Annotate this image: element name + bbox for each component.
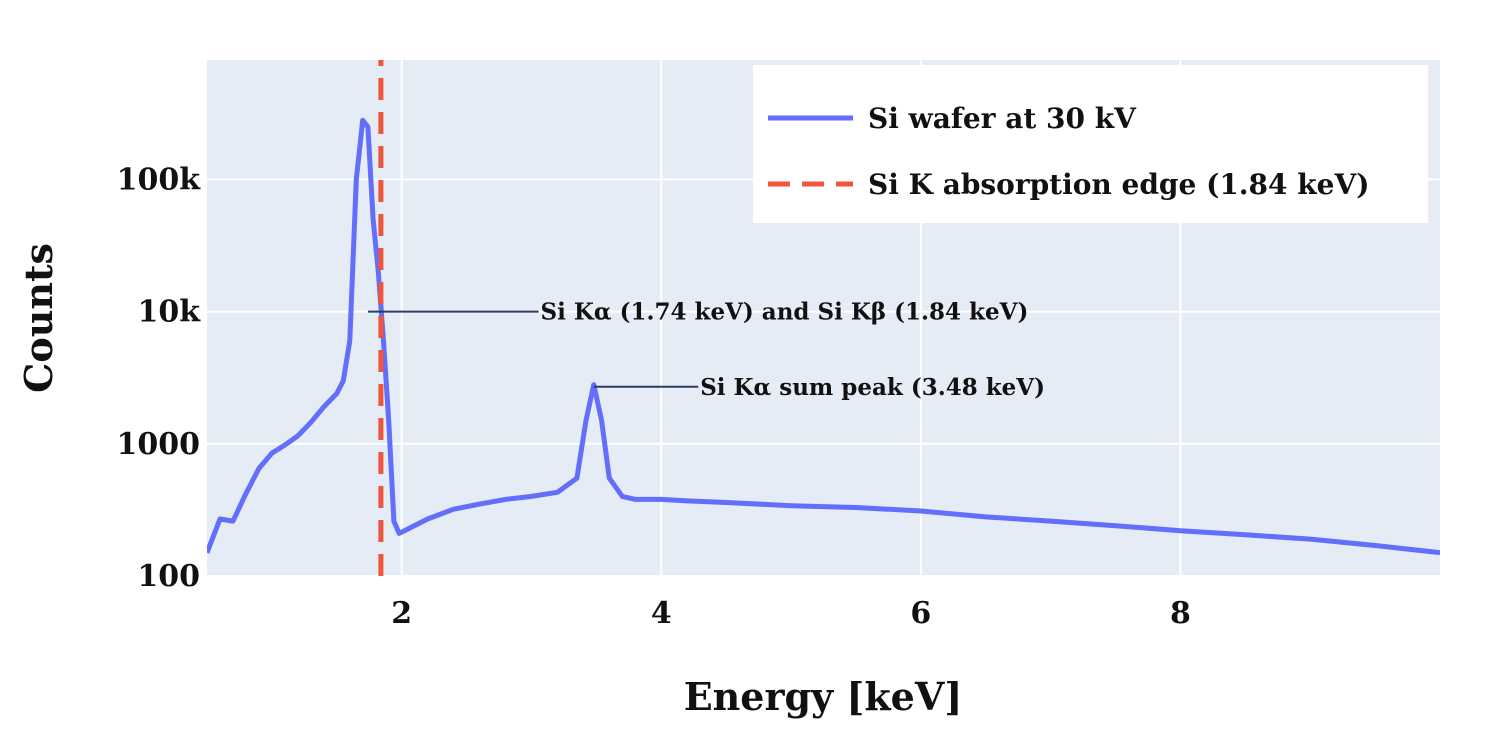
y-axis-title: Counts — [16, 243, 61, 393]
y-tick-label: 10k — [137, 295, 201, 330]
y-tick-label: 100k — [117, 162, 202, 197]
x-tick-label: 8 — [1170, 596, 1191, 631]
x-axis-ticks: 2 4 6 8 — [391, 596, 1191, 631]
legend-label: Si K absorption edge (1.84 keV) — [868, 168, 1369, 201]
y-axis-ticks: 100 1000 10k 100k — [117, 162, 202, 594]
annotation-label: Si Kα sum peak (3.48 keV) — [700, 374, 1045, 401]
annotation-label: Si Kα (1.74 keV) and Si Kβ (1.84 keV) — [541, 299, 1029, 326]
spectrum-line — [207, 117, 1440, 556]
x-axis-title: Energy [keV] — [684, 674, 963, 719]
y-tick-label: 1000 — [117, 427, 201, 462]
y-tick-label: 100 — [137, 559, 200, 594]
x-tick-label: 4 — [651, 596, 672, 631]
legend: Si wafer at 30 kV Si K absorption edge (1… — [753, 65, 1428, 223]
legend-label: Si wafer at 30 kV — [868, 102, 1137, 135]
x-tick-label: 6 — [910, 596, 931, 631]
x-tick-label: 2 — [391, 596, 412, 631]
legend-box — [753, 65, 1428, 223]
annotations: Si Kα (1.74 keV) and Si Kβ (1.84 keV) Si … — [367, 299, 1045, 401]
